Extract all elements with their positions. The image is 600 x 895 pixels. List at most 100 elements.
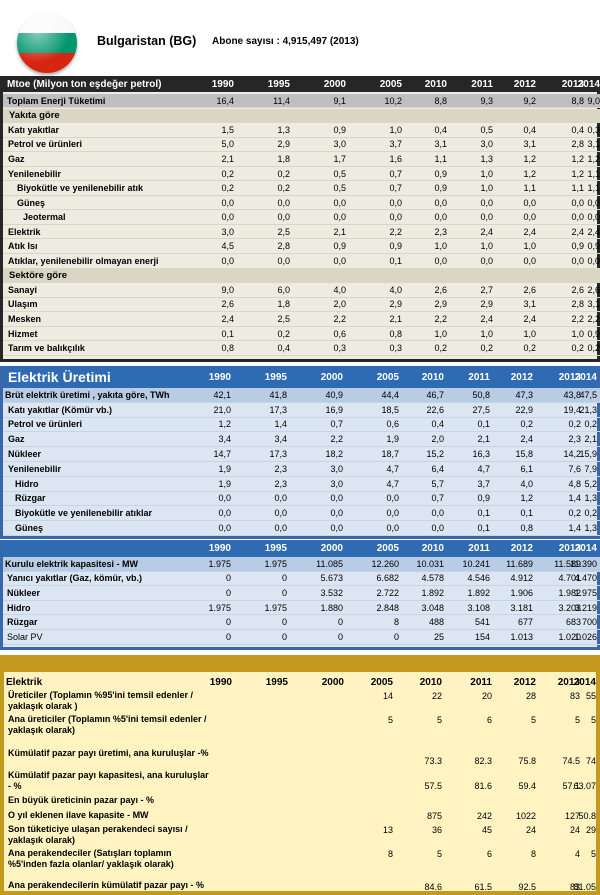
row-label: Toplam Enerji Tüketimi [7, 95, 106, 106]
value-cell: 2,3 [568, 434, 581, 445]
market-row: Son tüketiciye ulaşan perakendeci sayısı… [4, 823, 600, 847]
value-cell: 4.470 [574, 573, 597, 584]
value-cell: 1,1 [587, 168, 600, 179]
value-cell: 0,8 [221, 343, 234, 354]
value-cell: 0,0 [571, 212, 584, 223]
value-cell: 4 [574, 849, 580, 859]
value-cell: 3.181 [510, 602, 533, 613]
value-cell: 2,4 [520, 434, 533, 445]
value-cell: 2,4 [523, 226, 536, 237]
value-cell: 5,0 [221, 139, 234, 150]
year-header: 1990 [208, 543, 231, 554]
table-row: Biyokütle ve yenilenebilir atık 0,2 0,2 0,5… [3, 181, 600, 196]
table-row: Katı yakıtlar (Kömür vb.) 21,0 17,3 16,9 18,… [3, 403, 600, 418]
value-cell: 1,4 [568, 493, 581, 504]
row-label: Tarım ve balıkçılık [8, 343, 85, 354]
table-row: Jeotermal 0,0 0,0 0,0 0,0 0,0 0,0 0,0 0,0 0,0 [3, 210, 600, 225]
value-cell: 0,2 [221, 168, 234, 179]
value-cell: 0,0 [389, 197, 402, 208]
value-cell: 2,1 [333, 226, 346, 237]
value-cell: 42,1 [213, 389, 231, 400]
value-cell: 3,0 [221, 226, 234, 237]
value-cell: 57.5 [424, 781, 442, 791]
row-label: Yanıcı yakıtlar (Gaz, kömür, vb.) [7, 573, 143, 584]
value-cell: 11.689 [506, 558, 533, 569]
value-cell: 700 [581, 617, 597, 628]
row-label: Rüzgar [15, 493, 46, 504]
value-cell: 2,9 [389, 299, 402, 310]
value-cell: 1,2 [523, 168, 536, 179]
value-cell: 12.260 [371, 558, 399, 569]
value-cell: 0,2 [523, 343, 536, 354]
value-cell: 22,6 [426, 404, 444, 415]
value-cell: 6 [486, 849, 492, 859]
value-cell: 2,0 [431, 434, 444, 445]
value-cell: 25 [433, 631, 444, 642]
row-label: Katı yakıtlar (Kömür vb.) [8, 404, 113, 415]
row-label: Kurulu elektrik kapasitesi - MW [5, 558, 139, 569]
table-row: Sanayi 9,0 6,0 4,0 4,0 2,6 2,7 2,6 2,6 2,6 [3, 283, 600, 298]
value-cell [172, 794, 232, 809]
value-cell: 21,0 [213, 404, 231, 415]
value-cell: 1,3 [584, 523, 597, 534]
value-cell: 5.673 [320, 573, 343, 584]
value-cell: 81.6 [474, 781, 492, 791]
year-header: 2000 [323, 78, 346, 90]
value-cell: 2,6 [587, 284, 600, 295]
table-row: Yanıcı yakıtlar (Gaz, kömür, vb.) 0 0 5.673… [3, 572, 600, 587]
value-cell: 13 [382, 825, 393, 835]
value-cell: 0,9 [434, 168, 447, 179]
value-cell: 2,7 [480, 284, 493, 295]
section-row: Sektöre göre [3, 268, 600, 284]
value-cell: 6,0 [277, 284, 290, 295]
value-cell: 0,0 [218, 508, 231, 519]
value-cell: 0,0 [274, 508, 287, 519]
value-cell: 3,4 [218, 434, 231, 445]
value-cell: 0 [337, 631, 343, 642]
value-cell: 6,4 [431, 463, 444, 474]
value-cell [228, 823, 288, 847]
value-cell: 4,5 [221, 241, 234, 252]
value-cell: 41,8 [269, 389, 287, 400]
value-cell: 1.982 [558, 587, 581, 598]
value-cell: 92.5 [518, 882, 536, 892]
value-cell: 24 [525, 825, 536, 835]
value-cell: 74.5 [562, 756, 580, 766]
value-cell: 1,4 [568, 523, 581, 534]
value-cell: 4.912 [510, 573, 533, 584]
value-cell: 0,1 [477, 508, 490, 519]
value-cell: 44,4 [381, 389, 399, 400]
value-cell: 0,6 [386, 419, 399, 430]
value-cell [228, 713, 288, 737]
year-header: 2000 [321, 677, 344, 688]
year-header: 1990 [209, 677, 232, 688]
value-cell: 4,7 [386, 478, 399, 489]
value-cell: 11,4 [273, 95, 290, 106]
table-row: Tarım ve balıkçılık 0,8 0,4 0,3 0,3 0,2 0,2 0,2… [3, 341, 600, 356]
value-cell: 2,4 [480, 226, 493, 237]
value-cell: 2,2 [571, 314, 584, 325]
value-cell: 3,1 [587, 299, 600, 310]
value-cell: 4,8 [568, 478, 581, 489]
value-cell: 5 [387, 715, 393, 725]
country-name: Bulgaristan (BG) [97, 34, 197, 48]
year-header: 2005 [376, 543, 399, 554]
value-cell: 0,0 [431, 523, 444, 534]
table-row: Güneş 0,0 0,0 0,0 0,0 0,0 0,1 0,8 1,4 1,3 [3, 521, 600, 536]
year-header: 2005 [376, 371, 399, 383]
row-label: En büyük üreticinin pazar payı - % [8, 795, 155, 805]
value-cell: 11.085 [316, 558, 343, 569]
subscriber-count: Abone sayısı : 4,915,497 (2013) [212, 36, 359, 47]
value-cell: 1,1 [434, 153, 447, 164]
value-cell: 1,0 [480, 328, 493, 339]
row-label: Brüt elektrik üretimi , yakıta göre, TWh [5, 389, 170, 400]
value-cell: 154 [474, 631, 490, 642]
value-cell: 3,1 [434, 139, 447, 150]
value-cell: 0,0 [389, 212, 402, 223]
value-cell: 0 [281, 617, 287, 628]
row-label: Katı yakıtlar [8, 124, 60, 135]
capacity-year-header-row: 1990 1995 2000 2005 2010 2011 2012 2013 2014 [3, 540, 600, 557]
value-cell: 0,9 [333, 241, 346, 252]
year-header: 2012 [510, 543, 533, 554]
value-cell: 36 [431, 825, 442, 835]
